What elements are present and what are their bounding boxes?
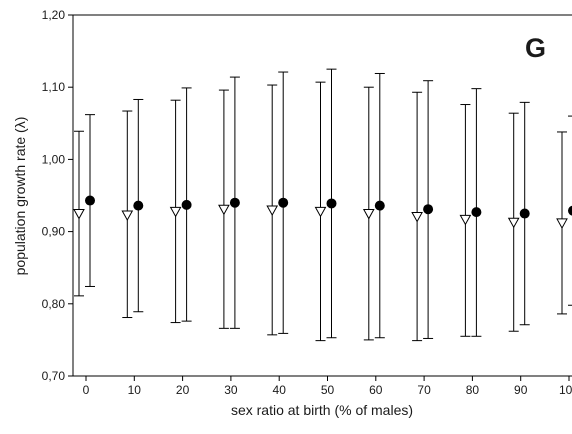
data-point-circle	[423, 204, 434, 215]
data-point-triangle	[362, 209, 375, 220]
x-tick-label: 40	[273, 383, 287, 397]
x-tick-label: 70	[417, 383, 431, 397]
data-point-circle	[519, 208, 530, 219]
panel-label: G	[525, 33, 546, 63]
plot-frame	[72, 14, 572, 377]
y-tick-label: 1,20	[42, 8, 66, 22]
data-point-circle	[471, 207, 482, 218]
x-tick-label: 10	[128, 383, 142, 397]
x-tick-label: 0	[83, 383, 90, 397]
data-point-triangle	[73, 209, 85, 220]
data-point-triangle	[314, 206, 327, 218]
data-point-circle	[278, 197, 289, 208]
data-point-triangle	[411, 211, 423, 223]
y-tick-label: 0,80	[42, 297, 66, 311]
data-point-circle	[568, 205, 572, 216]
data-point-triangle	[266, 205, 279, 216]
data-point-triangle	[218, 204, 230, 216]
data-point-triangle	[169, 206, 182, 218]
series-layer	[73, 68, 572, 342]
data-point-triangle	[121, 210, 134, 222]
data-point-circle	[85, 195, 95, 206]
x-tick-label: 30	[224, 383, 238, 397]
y-tick-label: 1,10	[42, 80, 66, 94]
y-tick-label: 1,00	[42, 152, 66, 166]
data-point-circle	[133, 200, 144, 211]
x-tick-label: 60	[369, 383, 383, 397]
data-point-circle	[374, 200, 385, 211]
data-point-circle	[326, 198, 337, 209]
series-2	[85, 68, 572, 339]
data-point-triangle	[459, 214, 472, 226]
x-tick-label: 20	[176, 383, 190, 397]
x-axis-title: sex ratio at birth (% of males)	[231, 402, 413, 418]
data-point-triangle	[556, 218, 568, 229]
series-1	[73, 81, 568, 342]
y-tick-label: 0,70	[42, 369, 66, 383]
x-tick-label: 100	[559, 383, 572, 397]
data-point-circle	[181, 199, 192, 210]
x-tick-label: 90	[514, 383, 528, 397]
x-tick-label: 50	[321, 383, 335, 397]
data-point-triangle	[507, 217, 520, 229]
x-tick-label: 80	[466, 383, 480, 397]
y-axis-title: population growth rate (λ)	[12, 117, 28, 276]
y-axis-ticks: 0,70 0,80 0,90 1,00 1,10 1,20	[42, 8, 73, 383]
data-point-circle	[229, 197, 240, 208]
y-tick-label: 0,90	[42, 225, 66, 239]
x-axis-ticks: 0 10 20 30 40 50 60 70 80 90 100	[83, 376, 572, 397]
